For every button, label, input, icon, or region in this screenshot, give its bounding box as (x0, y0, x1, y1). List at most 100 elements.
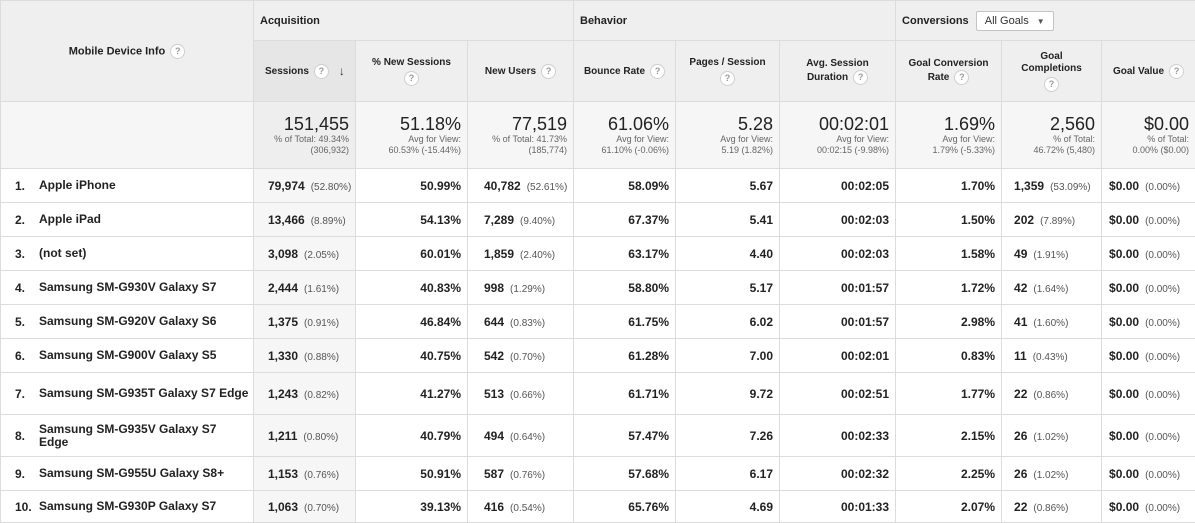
help-icon[interactable]: ? (170, 44, 185, 59)
goal-completions-percent: (1.60%) (1033, 318, 1068, 329)
sessions-cell: 1,243(0.82%) (254, 373, 356, 415)
pages-session-column-header[interactable]: Pages / Session ? (676, 41, 780, 102)
help-icon[interactable]: ? (314, 64, 329, 79)
sort-down-arrow-icon[interactable]: ↓ (339, 65, 345, 77)
table-row[interactable]: 4.Samsung SM-G930V Galaxy S7 2,444 (1.61%)… (1, 271, 1195, 305)
bounce-rate-column-header[interactable]: Bounce Rate? (574, 41, 676, 102)
sessions-cell: 3,098(2.05%) (254, 237, 356, 271)
help-icon[interactable]: ? (650, 64, 665, 79)
acquisition-group-header: Acquisition (254, 1, 574, 41)
goal-value-cell: $0.00(0.00%) (1102, 373, 1195, 415)
total-sub: Avg for View: (676, 134, 773, 145)
goal-completions-percent: (1.64%) (1033, 284, 1068, 295)
total-sub: 5.19 (1.82%) (676, 145, 773, 156)
new-sessions-column-header[interactable]: % New Sessions ? (356, 41, 468, 102)
avg-duration-cell: 00:01:57 (780, 305, 896, 339)
sessions-percent: (0.80%) (303, 432, 338, 443)
sessions-header-label: Sessions (265, 66, 309, 77)
total-value: 00:02:01 (780, 114, 889, 134)
bounce-rate-header-label: Bounce Rate (584, 66, 645, 77)
new-users-percent: (0.76%) (510, 470, 545, 481)
new-users-value: 40,782 (484, 179, 521, 193)
sessions-value: 2,444 (268, 281, 298, 295)
total-goal-conversion: 1.69% Avg for View: 1.79% (-5.33%) (896, 102, 1002, 169)
goal-conversion-cell: 1.72% (896, 271, 1002, 305)
new-users-cell: 542(0.70%) (468, 339, 574, 373)
sessions-value: 1,063 (268, 500, 298, 514)
goal-completions-value: 42 (1014, 281, 1027, 295)
avg-session-header-label: Avg. Session (806, 58, 868, 69)
help-icon[interactable]: ? (404, 71, 419, 86)
device-cell[interactable]: 8.Samsung SM-G935V Galaxy S7 Edge (1, 415, 254, 457)
help-icon[interactable]: ? (720, 71, 735, 86)
new-sessions-cell: 41.27% (356, 373, 468, 415)
table-row[interactable]: 3.(not set)3,098(2.05%)60.01%1,859(2.40%… (1, 237, 1195, 271)
device-cell[interactable]: 3.(not set) (1, 237, 254, 271)
goal-completions-percent: (7.89%) (1040, 216, 1075, 227)
device-cell[interactable]: 1.Apple iPhone (1, 169, 254, 203)
pages-session-cell: 6.02 (676, 305, 780, 339)
goal-completions-value: 41 (1014, 315, 1027, 329)
device-cell[interactable]: 2.Apple iPad (1, 203, 254, 237)
device-name-link[interactable]: Apple iPad (39, 213, 101, 226)
goal-completions-cell: 26(1.02%) (1002, 457, 1102, 491)
device-cell[interactable]: 5.Samsung SM-G920V Galaxy S6 (1, 305, 254, 339)
device-name-link[interactable]: Samsung SM-G900V Galaxy S5 (39, 349, 216, 362)
device-name-link[interactable]: (not set) (39, 247, 86, 260)
help-icon[interactable]: ? (853, 70, 868, 85)
new-users-percent: (9.40%) (520, 216, 555, 227)
new-users-value: 1,859 (484, 247, 514, 261)
sessions-cell: 79,974(52.80%) (254, 169, 356, 203)
goal-completions-column-header[interactable]: Goal Completions ? (1002, 41, 1102, 102)
avg-session-duration-column-header[interactable]: Avg. Session Duration? (780, 41, 896, 102)
total-value: 61.06% (574, 114, 669, 134)
device-name-link[interactable]: Samsung SM-G935T Galaxy S7 Edge (39, 387, 248, 400)
device-cell[interactable]: 9.Samsung SM-G955U Galaxy S8+ (1, 457, 254, 491)
goal-value-percent: (0.00%) (1145, 470, 1180, 481)
new-sessions-cell: 46.84% (356, 305, 468, 339)
goal-value-column-header[interactable]: Goal Value? (1102, 41, 1195, 102)
goal-completions-value: 26 (1014, 467, 1027, 481)
totals-row: 151,455 % of Total: 49.34% (306,932) 51.… (1, 102, 1195, 169)
help-icon[interactable]: ? (1169, 64, 1184, 79)
help-icon[interactable]: ? (541, 64, 556, 79)
goal-value-percent: (0.00%) (1145, 216, 1180, 227)
device-name-link[interactable]: Samsung SM-G955U Galaxy S8+ (39, 467, 224, 480)
total-sub: % of Total: (1002, 134, 1095, 145)
row-index: 3. (15, 247, 39, 261)
total-sub: Avg for View: (896, 134, 995, 145)
avg-duration-cell: 00:01:57 (780, 271, 896, 305)
device-cell[interactable]: 6.Samsung SM-G900V Galaxy S5 (1, 339, 254, 373)
device-name-link[interactable]: Samsung SM-G935V Galaxy S7 Edge (39, 423, 249, 449)
mobile-device-info-header[interactable]: Mobile Device Info? (1, 1, 254, 102)
device-name-link[interactable]: Samsung SM-G930V Galaxy S7 (39, 281, 216, 294)
new-users-value: 587 (484, 467, 504, 481)
device-name-link[interactable]: Samsung SM-G920V Galaxy S6 (39, 315, 216, 328)
device-name-link[interactable]: Apple iPhone (39, 179, 116, 192)
device-cell[interactable]: 10.Samsung SM-G930P Galaxy S7 (1, 491, 254, 523)
help-icon[interactable]: ? (954, 70, 969, 85)
sessions-column-header[interactable]: Sessions? ↓ (254, 41, 356, 102)
new-users-column-header[interactable]: New Users? (468, 41, 574, 102)
goals-dropdown[interactable]: All Goals▼ (976, 11, 1054, 31)
table-row[interactable]: 9.Samsung SM-G955U Galaxy S8+1,153(0.76%… (1, 457, 1195, 491)
device-name-link[interactable]: Samsung SM-G930P Galaxy S7 (39, 500, 216, 513)
total-value: 51.18% (356, 114, 461, 134)
sessions-cell: 2,444 (1.61%) (254, 271, 356, 305)
avg-duration-cell: 00:02:03 (780, 237, 896, 271)
help-icon[interactable]: ? (1044, 77, 1059, 92)
device-cell[interactable]: 4.Samsung SM-G930V Galaxy S7 (1, 271, 254, 305)
goal-conversion-rate-column-header[interactable]: Goal Conversion Rate? (896, 41, 1002, 102)
bounce-rate-cell: 67.37% (574, 203, 676, 237)
avg-duration-cell: 00:02:32 (780, 457, 896, 491)
sessions-value: 1,243 (268, 387, 298, 401)
device-cell[interactable]: 7.Samsung SM-G935T Galaxy S7 Edge (1, 373, 254, 415)
sessions-percent: (1.61%) (304, 284, 339, 295)
